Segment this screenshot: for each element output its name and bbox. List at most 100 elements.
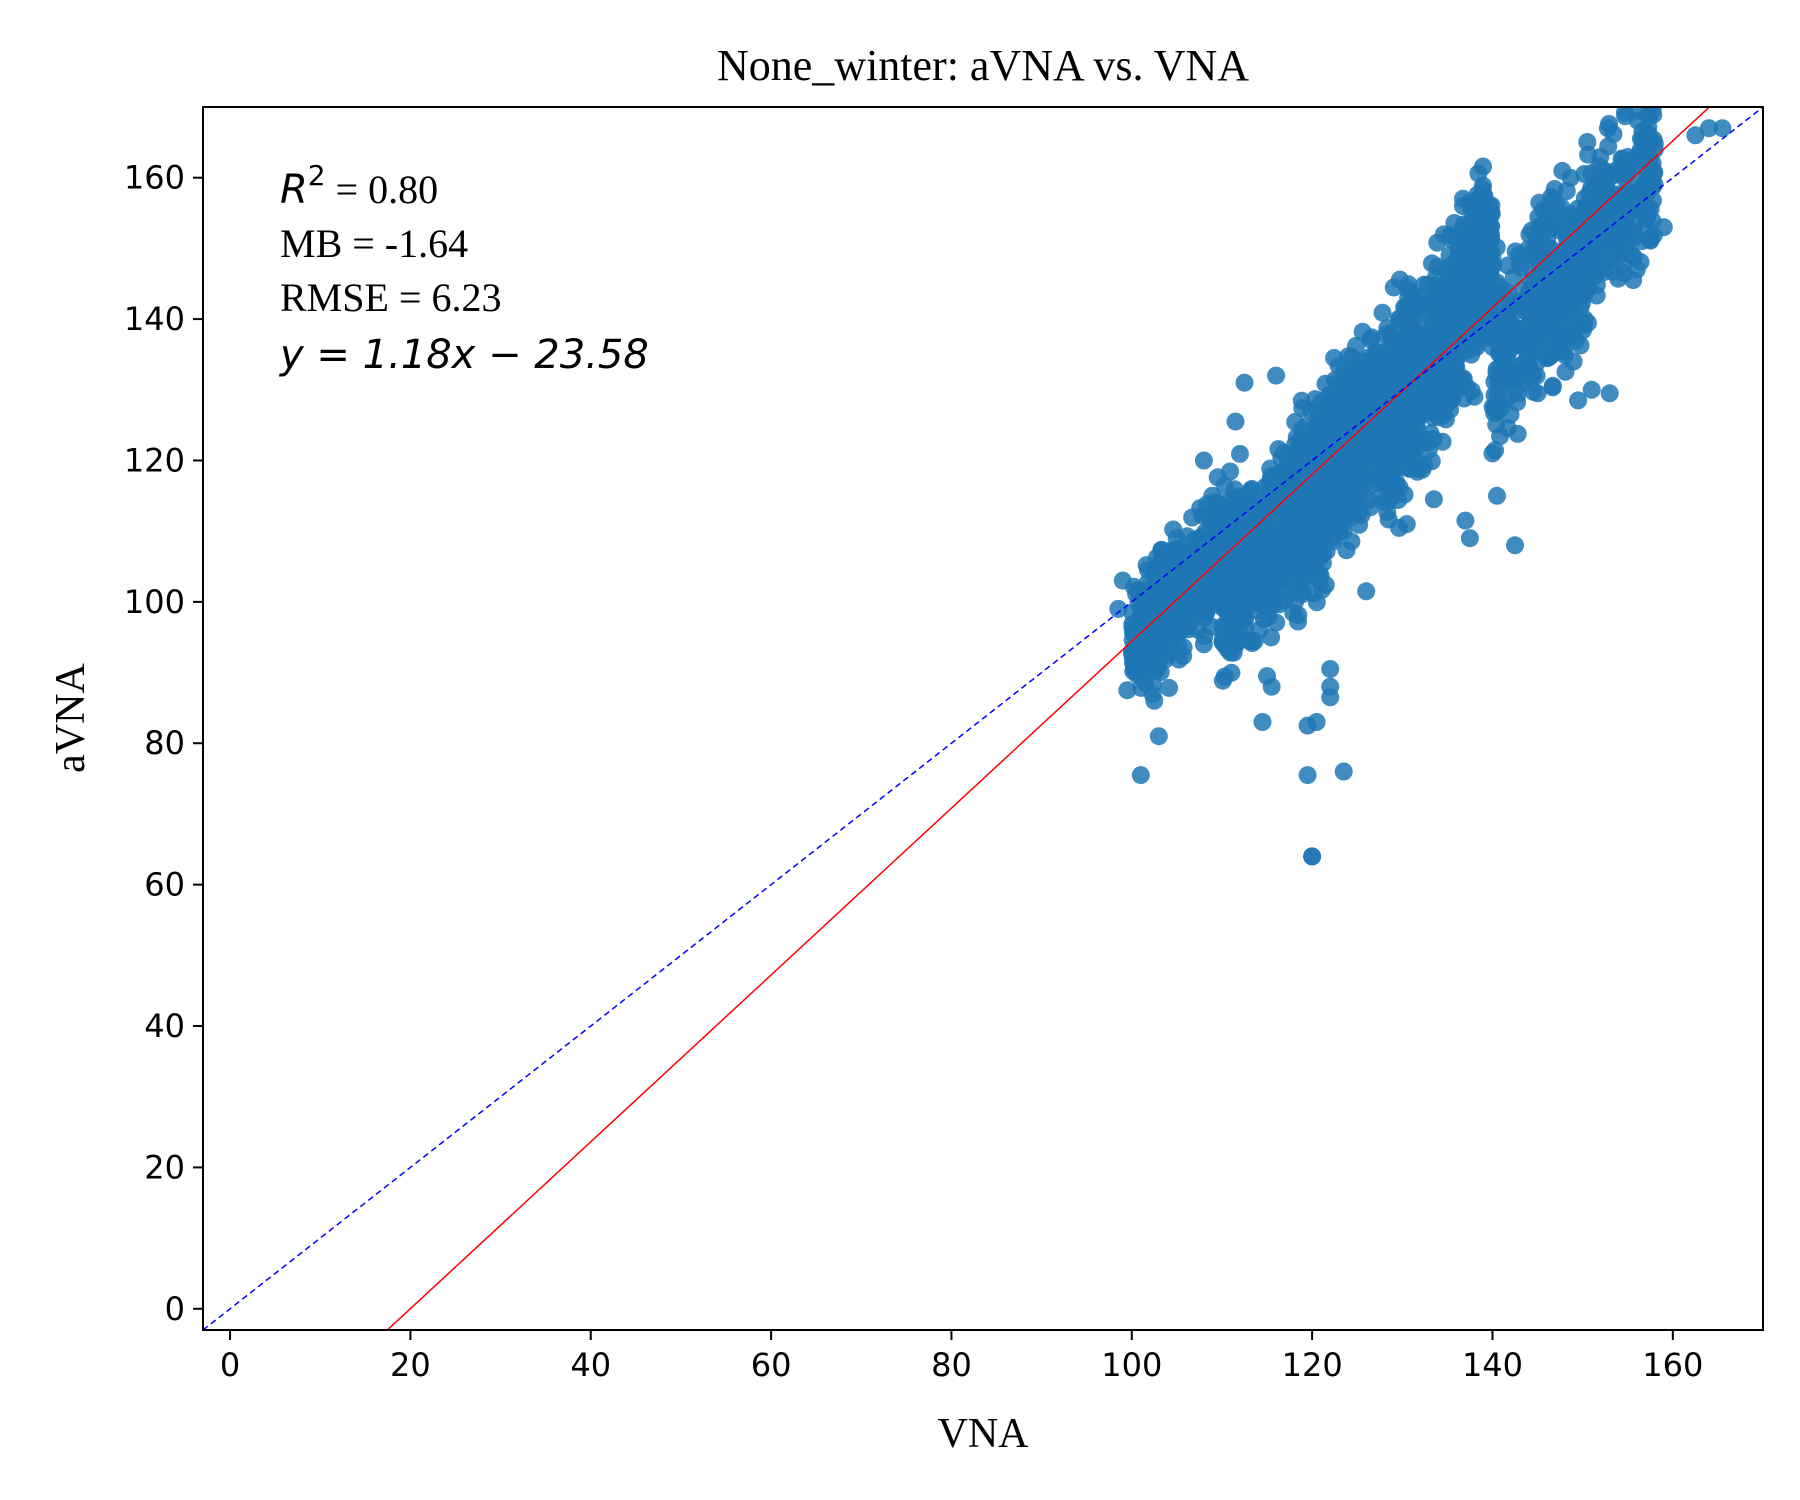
data-point	[1424, 490, 1443, 509]
data-point	[1192, 573, 1211, 592]
data-point	[1321, 660, 1340, 678]
data-point	[1357, 582, 1376, 601]
data-point	[1633, 177, 1652, 196]
x-tick-label: 100	[1101, 1346, 1162, 1384]
data-point	[1530, 193, 1549, 212]
data-point	[1456, 511, 1475, 530]
data-point	[1566, 246, 1585, 265]
data-point	[1307, 713, 1326, 731]
data-point	[1182, 611, 1201, 630]
data-point	[1686, 126, 1705, 145]
data-point	[1488, 319, 1507, 338]
data-point	[1578, 133, 1597, 151]
data-point	[1377, 423, 1396, 442]
data-point	[1215, 667, 1234, 686]
data-point	[1251, 594, 1270, 612]
data-point	[1465, 387, 1484, 406]
data-point	[1576, 263, 1595, 282]
y-tick-label: 40	[144, 1007, 185, 1045]
data-point	[1574, 321, 1592, 340]
data-point	[1152, 561, 1171, 580]
data-point	[1407, 414, 1426, 433]
data-point	[1497, 371, 1515, 390]
data-point	[1528, 384, 1547, 403]
data-point	[1546, 303, 1565, 321]
data-point	[1373, 303, 1392, 322]
data-point	[1303, 847, 1322, 866]
data-point	[1600, 384, 1619, 403]
data-point	[1383, 443, 1402, 462]
data-point	[1582, 380, 1601, 399]
data-point	[1483, 444, 1502, 463]
data-point	[1433, 432, 1452, 451]
mb-annotation: MB = -1.64	[280, 221, 468, 266]
data-point	[1550, 221, 1569, 240]
data-point	[1160, 678, 1179, 697]
data-point	[1344, 357, 1363, 376]
data-point	[1145, 691, 1164, 710]
x-tick-label: 40	[570, 1346, 611, 1384]
x-axis-label: VNA	[938, 1411, 1030, 1457]
data-point	[1543, 376, 1562, 395]
data-point	[1397, 515, 1416, 534]
data-point	[1262, 559, 1281, 578]
data-point	[1449, 378, 1468, 397]
data-point	[1604, 125, 1623, 143]
data-point	[1231, 444, 1249, 463]
data-point	[1168, 619, 1187, 638]
data-point	[1591, 239, 1610, 258]
data-point	[1459, 303, 1478, 322]
y-axis-ticks: 0 20 40 60 80 100 120 140 160	[124, 159, 203, 1328]
data-point	[1494, 281, 1513, 300]
data-point	[1310, 540, 1329, 559]
data-point	[1123, 648, 1142, 667]
data-point	[1118, 681, 1137, 700]
data-point	[1361, 330, 1380, 349]
data-point	[1571, 336, 1590, 355]
data-point	[1259, 607, 1278, 626]
data-point	[1381, 325, 1400, 344]
data-point	[1253, 713, 1272, 731]
data-point	[1231, 497, 1250, 516]
data-point	[1564, 302, 1583, 321]
data-point	[1298, 766, 1317, 785]
data-point	[1286, 413, 1305, 431]
data-point	[1639, 107, 1658, 124]
data-point	[1432, 280, 1451, 299]
data-point	[1553, 161, 1572, 180]
data-point	[1438, 394, 1457, 413]
data-point	[1390, 309, 1409, 328]
data-point	[1563, 208, 1582, 227]
data-point	[1360, 379, 1379, 398]
data-point	[1153, 618, 1172, 636]
data-point	[1123, 604, 1142, 623]
data-point	[1405, 441, 1424, 460]
r2-superscript: 2	[308, 159, 326, 192]
data-point	[1429, 408, 1448, 427]
data-point	[1156, 589, 1175, 608]
data-point	[1654, 218, 1673, 237]
data-point	[1627, 260, 1646, 279]
data-point	[1347, 471, 1365, 490]
x-tick-label: 140	[1462, 1346, 1523, 1384]
data-point	[1439, 305, 1458, 324]
data-point	[1355, 448, 1374, 467]
data-point	[1334, 522, 1353, 541]
y-tick-label: 60	[144, 866, 185, 904]
data-point	[1623, 246, 1642, 265]
data-point	[1564, 352, 1583, 371]
data-point	[1432, 322, 1451, 340]
data-point	[1337, 541, 1356, 560]
data-point	[1113, 571, 1132, 590]
data-point	[1361, 498, 1380, 517]
data-point	[1498, 418, 1517, 437]
data-point	[1557, 182, 1576, 200]
data-point	[1260, 530, 1279, 549]
r2-symbol: R	[280, 167, 308, 213]
data-point	[1389, 491, 1408, 509]
identity-line	[203, 107, 1763, 1330]
data-point	[1223, 605, 1241, 624]
data-point	[1232, 549, 1251, 568]
data-point	[1461, 274, 1480, 293]
r2-value: = 0.80	[326, 167, 439, 212]
